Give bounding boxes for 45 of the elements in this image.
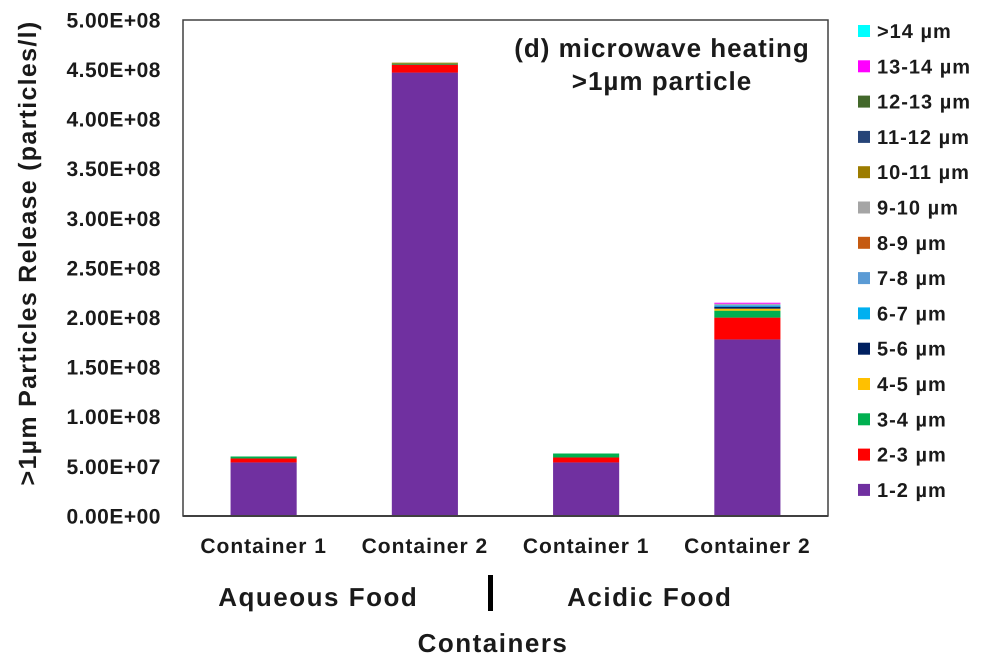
bar: [553, 457, 620, 462]
legend-label: 7-8 µm: [877, 268, 947, 290]
legend-label: 1-2 µm: [877, 480, 947, 502]
legend-label: 11-12 µm: [877, 126, 970, 149]
legend-label: 5-6 µm: [877, 338, 947, 361]
y-tick-label: 3.00E+08: [66, 208, 161, 231]
bar: [714, 339, 780, 516]
y-tick-label: 2.50E+08: [66, 257, 161, 280]
x-tick-label: Container 2: [684, 535, 811, 558]
y-tick-label: 4.00E+08: [66, 108, 161, 132]
y-tick-label: 0.00E+00: [66, 505, 161, 528]
bar: [714, 318, 780, 340]
y-tick-label: 1.50E+08: [66, 356, 161, 380]
bar: [714, 310, 780, 318]
legend-label: >14 µm: [877, 21, 952, 43]
legend-label: 2-3 µm: [877, 444, 947, 467]
legend-label: 8-9 µm: [877, 232, 947, 255]
x-tick-label: Container 1: [522, 535, 650, 558]
y-tick-label: 3.50E+08: [66, 158, 161, 182]
bar: [553, 462, 620, 516]
y-tick-label: 1.00E+08: [66, 406, 161, 430]
legend-label: 12-13 µm: [877, 92, 972, 114]
legend-label: 13-14 µm: [877, 56, 972, 78]
y-tick-label: 4.50E+08: [66, 58, 161, 82]
bar: [230, 458, 297, 462]
legend-label: 4-5 µm: [877, 374, 947, 396]
legend-label: 9-10 µm: [877, 198, 959, 220]
y-tick-label: 5.00E+07: [66, 456, 161, 479]
legend-label: 6-7 µm: [877, 303, 947, 326]
bar: [553, 454, 620, 458]
legend-label: 3-4 µm: [877, 409, 947, 432]
text: >1µm particle: [572, 66, 752, 96]
text: (d) microwave heating: [514, 33, 810, 63]
bar: [230, 462, 297, 516]
x-tick-label: Container 1: [200, 535, 327, 558]
text: Aqueous Food: [218, 582, 418, 612]
legend-label: 10-11 µm: [877, 162, 970, 184]
y-axis-title: >1µm Particles Release (particles/l): [14, 20, 42, 486]
x-axis-title: Containers: [418, 628, 568, 658]
bar: [392, 72, 458, 516]
bar: [392, 64, 458, 73]
y-tick-label: 5.00E+08: [66, 9, 161, 32]
y-tick-label: 2.00E+08: [66, 306, 161, 330]
text: Acidic Food: [567, 582, 732, 612]
x-tick-label: Container 2: [362, 535, 488, 558]
